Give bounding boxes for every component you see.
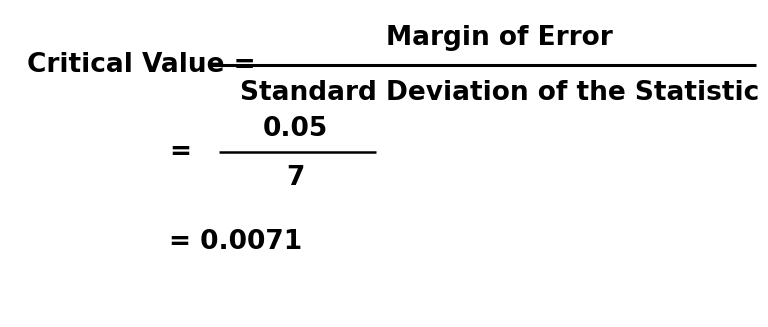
Text: 7: 7 <box>286 165 305 191</box>
Text: 0.05: 0.05 <box>263 116 328 142</box>
Text: = 0.0071: = 0.0071 <box>169 229 303 255</box>
Text: Standard Deviation of the Statistic: Standard Deviation of the Statistic <box>240 80 759 106</box>
Text: Critical Value =: Critical Value = <box>27 52 256 78</box>
Text: =: = <box>169 139 191 165</box>
Text: Margin of Error: Margin of Error <box>386 25 613 51</box>
